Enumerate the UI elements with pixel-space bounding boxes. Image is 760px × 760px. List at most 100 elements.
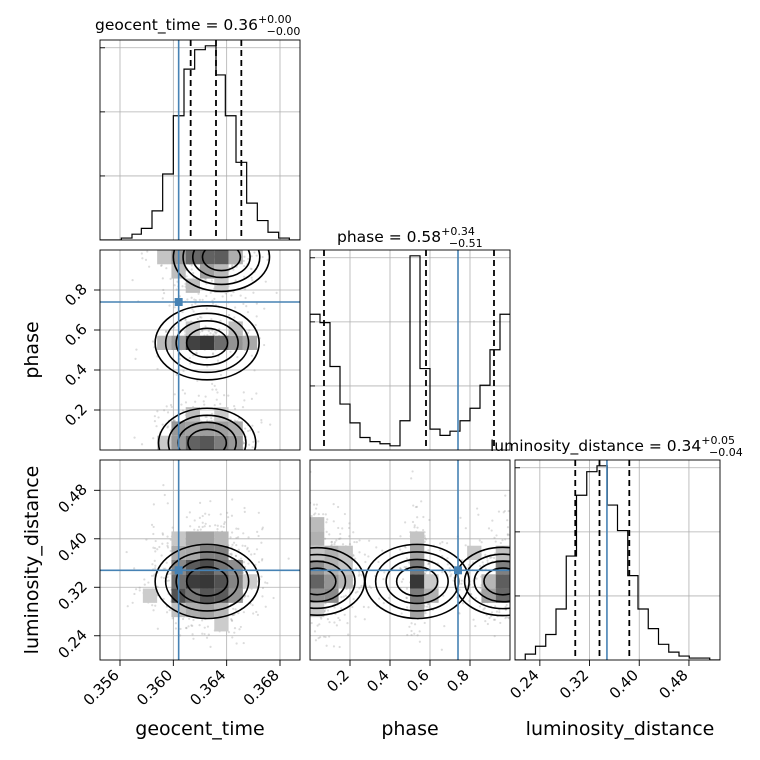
sample-point-geocent-time-phase-82 [228, 313, 231, 317]
sample-point-geocent-time-luminosity-distance-459 [261, 528, 264, 531]
contour-phase-luminosity-distance-2-0 [483, 567, 510, 596]
sample-point-phase-luminosity-distance-570 [333, 543, 336, 546]
sample-point-geocent-time-phase-575 [253, 369, 256, 372]
sample-point-geocent-time-luminosity-distance-9 [154, 564, 157, 567]
panel-geocent-time-vs-luminosity-distance [99, 459, 301, 661]
sample-point-geocent-time-luminosity-distance-575 [216, 528, 219, 531]
density-cell-geocent-time-phase-8-13 [214, 250, 229, 265]
sample-point-geocent-time-phase-234 [252, 440, 255, 443]
sample-point-geocent-time-phase-700 [209, 332, 212, 335]
sample-point-geocent-time-luminosity-distance-794 [199, 528, 202, 531]
sample-point-phase-luminosity-distance-489 [328, 621, 331, 624]
sample-point-geocent-time-phase-557 [213, 384, 216, 387]
density-cell-phase-luminosity-distance-7-7 [410, 545, 425, 560]
sample-point-geocent-time-luminosity-distance-153 [242, 641, 245, 645]
hist-bar-phase-10 [410, 256, 420, 450]
contour-phase-luminosity-distance-1-1 [385, 558, 449, 605]
sample-point-geocent-time-phase-97 [153, 415, 156, 418]
sample-point-geocent-time-phase-713 [211, 353, 215, 356]
sample-point-geocent-time-phase-178 [195, 351, 198, 354]
sample-point-geocent-time-phase-19 [199, 315, 202, 319]
hist-layer-luminosity-distance [515, 460, 720, 660]
ytick-label-luminosity-distance-3: 0.48 [54, 480, 90, 516]
hist-bar-geocent-time-9 [195, 50, 206, 240]
sample-point-geocent-time-phase-541 [233, 407, 237, 410]
sample-point-geocent-time-luminosity-distance-195 [251, 604, 254, 607]
density-cell-geocent-time-phase-8-7 [214, 335, 229, 350]
sample-point-geocent-time-phase-442 [210, 417, 213, 420]
sample-point-phase-luminosity-distance-772 [404, 521, 407, 524]
hist-bar-luminosity-distance-11 [628, 576, 638, 660]
sample-point-phase-luminosity-distance-373 [360, 584, 363, 587]
sample-point-phase-luminosity-distance-723 [458, 588, 461, 591]
sample-point-geocent-time-luminosity-distance-82 [152, 525, 155, 529]
density-cell-phase-luminosity-distance-0-7 [310, 545, 325, 560]
hist-outline-geocent-time [100, 45, 300, 240]
sample-point-phase-luminosity-distance-246 [355, 567, 358, 570]
sample-point-phase-luminosity-distance-426 [424, 538, 428, 541]
sample-point-geocent-time-phase-529 [211, 329, 214, 332]
sample-point-phase-luminosity-distance-289 [328, 533, 331, 536]
sample-point-geocent-time-luminosity-distance-152 [246, 548, 249, 551]
sample-point-phase-luminosity-distance-331 [407, 560, 410, 564]
sample-point-geocent-time-phase-163 [197, 394, 200, 397]
sample-point-phase-luminosity-distance-798 [505, 603, 508, 607]
sample-point-phase-luminosity-distance-203 [375, 546, 378, 549]
sample-point-phase-luminosity-distance-609 [490, 615, 493, 618]
sample-point-geocent-time-luminosity-distance-225 [219, 513, 222, 516]
sample-point-geocent-time-phase-654 [255, 392, 258, 395]
contour-phase-luminosity-distance-1-3 [364, 543, 470, 620]
sample-point-geocent-time-phase-441 [190, 264, 193, 267]
sample-point-geocent-time-phase-232 [195, 352, 198, 355]
sample-point-geocent-time-phase-798 [213, 404, 216, 407]
sample-point-geocent-time-luminosity-distance-519 [134, 588, 138, 591]
sample-point-phase-luminosity-distance-730 [427, 549, 430, 552]
sample-point-phase-luminosity-distance-182 [427, 603, 430, 606]
hist-bar-phase-19 [500, 314, 510, 450]
hist-bar-phase-5 [360, 437, 370, 450]
sample-point-phase-luminosity-distance-104 [356, 590, 359, 593]
sample-point-geocent-time-phase-670 [153, 420, 157, 423]
hist-bar-geocent-time-10 [205, 46, 216, 240]
sample-point-phase-luminosity-distance-639 [415, 505, 419, 508]
contour-geocent-time-phase-0-2 [167, 414, 247, 450]
sample-point-geocent-time-luminosity-distance-35 [266, 582, 269, 585]
sample-point-geocent-time-phase-105 [223, 394, 226, 397]
sample-point-phase-luminosity-distance-681 [422, 515, 425, 519]
sample-point-geocent-time-luminosity-distance-367 [203, 632, 206, 636]
density-cell-geocent-time-luminosity-distance-7-3 [200, 602, 215, 618]
sample-point-phase-luminosity-distance-630 [410, 477, 413, 480]
sample-point-geocent-time-luminosity-distance-229 [238, 628, 241, 631]
sample-point-geocent-time-luminosity-distance-306 [151, 563, 154, 566]
sample-point-geocent-time-phase-76 [209, 291, 212, 294]
sample-point-phase-luminosity-distance-28 [452, 579, 455, 582]
sample-point-geocent-time-phase-510 [170, 405, 173, 408]
sample-point-geocent-time-luminosity-distance-646 [161, 542, 164, 545]
hist-bar-phase-9 [400, 421, 410, 450]
sample-point-geocent-time-luminosity-distance-626 [192, 637, 195, 640]
sample-point-geocent-time-phase-569 [255, 302, 258, 305]
sample-point-geocent-time-luminosity-distance-369 [229, 536, 232, 539]
xtick-label-geocent-time-2: 0.364 [186, 666, 229, 709]
sample-point-phase-luminosity-distance-244 [504, 617, 507, 620]
hist-bar-phase-2 [330, 366, 340, 450]
sample-point-phase-luminosity-distance-6 [325, 530, 328, 533]
sample-point-phase-luminosity-distance-446 [508, 617, 510, 620]
sample-point-geocent-time-phase-125 [204, 395, 207, 398]
sample-point-phase-luminosity-distance-478 [367, 555, 370, 558]
sample-point-geocent-time-luminosity-distance-807 [152, 574, 156, 577]
sample-point-geocent-time-phase-585 [148, 265, 151, 268]
sample-point-geocent-time-phase-574 [242, 302, 245, 306]
sample-point-geocent-time-phase-805 [233, 316, 236, 319]
sample-point-phase-luminosity-distance-68 [476, 507, 479, 510]
sample-point-phase-luminosity-distance-623 [326, 609, 330, 612]
sample-point-phase-luminosity-distance-582 [399, 535, 402, 538]
sample-point-geocent-time-luminosity-distance-687 [160, 576, 163, 579]
sample-point-geocent-time-phase-809 [173, 393, 176, 396]
sample-point-geocent-time-phase-563 [232, 268, 235, 271]
panel-luminosity-distance-hist [514, 459, 721, 661]
sample-point-geocent-time-luminosity-distance-406 [223, 522, 226, 526]
sample-point-phase-luminosity-distance-777 [348, 526, 351, 530]
sample-point-phase-luminosity-distance-479 [450, 573, 453, 576]
density-cell-geocent-time-phase-6-7 [185, 335, 200, 350]
